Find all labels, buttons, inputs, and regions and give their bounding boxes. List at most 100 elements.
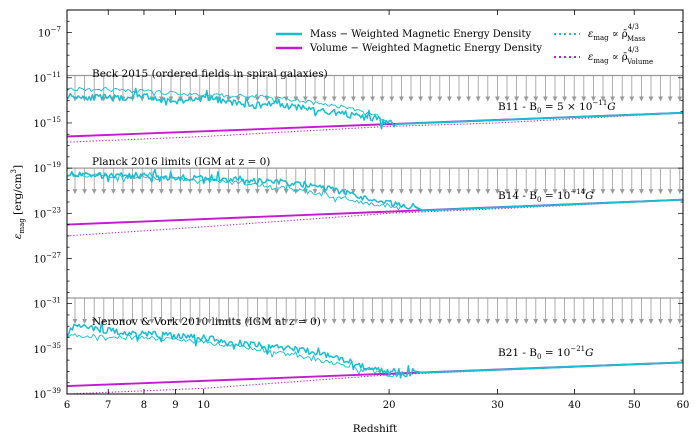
x-tick-label-10: 10 xyxy=(197,400,210,411)
limit-arrow-head xyxy=(351,319,356,324)
limit-arrow-head xyxy=(504,96,510,102)
limit-arrow-head xyxy=(552,319,558,324)
limit-arrow-head xyxy=(245,189,251,195)
limit-arrow-head xyxy=(543,96,548,102)
limit-arrow-head xyxy=(475,189,481,195)
limit-arrow-head xyxy=(82,189,87,195)
limit-arrow-head xyxy=(504,319,510,324)
limit-arrow-head xyxy=(658,96,663,102)
limit-arrow-head xyxy=(504,189,510,195)
limit-arrow-head xyxy=(639,319,644,324)
limit-arrow-head xyxy=(466,319,471,324)
b14-series-label: B14 - B0 = 10−14G xyxy=(498,188,594,204)
limit-arrow-head xyxy=(312,189,318,195)
y-tick-label: 10−27 xyxy=(33,251,61,265)
limit-arrow-head xyxy=(331,189,337,195)
limit-arrow-head xyxy=(399,319,404,324)
limit-arrow-head xyxy=(610,319,615,324)
limit-arrow-head xyxy=(485,319,491,324)
limit-arrow-head xyxy=(389,96,395,102)
limit-arrow-head xyxy=(495,319,500,324)
limit-arrow-head xyxy=(178,319,183,324)
limit-arrow-head xyxy=(168,96,174,102)
limit-arrow-head xyxy=(648,189,654,195)
limit-arrow-head xyxy=(264,96,270,102)
limit-arrow-head xyxy=(591,96,596,102)
y-tick-label: 10−11 xyxy=(33,71,61,85)
limit-arrow-head xyxy=(207,189,212,195)
limit-arrow-head xyxy=(264,189,270,195)
limit-arrow-head xyxy=(533,189,539,195)
limit-arrow-head xyxy=(514,189,519,195)
limit-arrow-head xyxy=(533,96,539,102)
limit-arrow-head xyxy=(639,189,644,195)
limit-arrow-head xyxy=(379,189,385,195)
limit-arrow-head xyxy=(658,189,663,195)
limit-arrow-head xyxy=(418,96,423,102)
limit-arrow-head xyxy=(619,189,625,195)
b11-series-label: B11 - B0 = 5 × 10−11G xyxy=(498,99,616,115)
limit-arrow-head xyxy=(303,96,308,102)
limit-arrow-head xyxy=(370,319,375,324)
limit-arrow-head xyxy=(216,189,222,195)
limit-arrow-head xyxy=(648,96,654,102)
limit-arrow-head xyxy=(379,319,385,324)
legend-mass-dotted-label: εmag ∝ ρ̄4/3 Mass xyxy=(588,23,646,43)
x-tick-label-20: 20 xyxy=(383,400,396,411)
limit-arrow-head xyxy=(159,189,164,195)
b14-mass-dotted-line xyxy=(67,171,403,211)
limit-arrow-head xyxy=(523,189,529,195)
limit-arrow-head xyxy=(370,96,375,102)
b11-mass-dotted-line xyxy=(67,86,390,124)
limit-arrow-head xyxy=(226,319,231,324)
limit-arrow-head xyxy=(466,189,471,195)
limit-arrow-head xyxy=(591,319,596,324)
limit-arrow-head xyxy=(283,189,289,195)
limit-arrow-head xyxy=(648,319,654,324)
limit-arrow-head xyxy=(619,96,625,102)
limit-arrow-head xyxy=(341,96,347,102)
limit-arrow-head xyxy=(283,319,289,324)
y-tick-label: 10−31 xyxy=(33,297,61,311)
limit-arrow-head xyxy=(677,96,683,102)
limit-arrow-head xyxy=(571,96,577,102)
x-tick-label-8: 8 xyxy=(141,400,147,411)
limit-arrow-head xyxy=(562,96,567,102)
limit-arrow-head xyxy=(178,96,183,102)
b11-mass-weighted-tail xyxy=(395,111,683,126)
limit-arrow-head xyxy=(427,189,433,195)
limit-arrow-head xyxy=(600,319,606,324)
limit-arrow-head xyxy=(159,319,164,324)
limit-arrow-head xyxy=(130,189,135,195)
limit-arrow-head xyxy=(543,319,548,324)
limit-arrow-head xyxy=(523,319,529,324)
y-tick-label: 10−39 xyxy=(33,387,61,401)
limit-arrow-head xyxy=(399,96,404,102)
limit-arrow-head xyxy=(274,189,279,195)
limit-arrow-head xyxy=(456,189,462,195)
ticks-layer: 6 7 8 9 10 20 30 40 50 60 10−7 10−11 10−15 10−19 10−23… xyxy=(33,9,689,411)
limit-arrow-head xyxy=(514,96,519,102)
limit-arrow-head xyxy=(658,319,663,324)
beck-limit-label: Beck 2015 (ordered fields in spiral gala… xyxy=(92,68,328,80)
limit-arrow-head xyxy=(303,319,308,324)
limit-arrow-head xyxy=(111,189,116,195)
limit-arrow-head xyxy=(120,319,126,324)
b14-mass-weighted-line xyxy=(67,168,416,210)
limit-arrow-head xyxy=(72,319,78,324)
limit-arrow-head xyxy=(399,189,404,195)
y-tick-label: 10−23 xyxy=(33,206,61,220)
limit-arrow-head xyxy=(408,189,414,195)
limit-arrow-head xyxy=(264,319,270,324)
limit-arrow-head xyxy=(667,319,673,324)
limit-arrow-head xyxy=(360,189,366,195)
limit-arrow-head xyxy=(408,319,414,324)
limit-arrow-head xyxy=(178,189,183,195)
limit-arrow-head xyxy=(82,319,87,324)
y-axis-label: εmag [erg/cm3] xyxy=(10,165,26,239)
limit-arrow-head xyxy=(168,189,174,195)
limit-arrow-head xyxy=(159,96,164,102)
limit-arrow-head xyxy=(571,319,577,324)
limit-arrow-head xyxy=(293,96,299,102)
limit-arrow-head xyxy=(447,189,452,195)
